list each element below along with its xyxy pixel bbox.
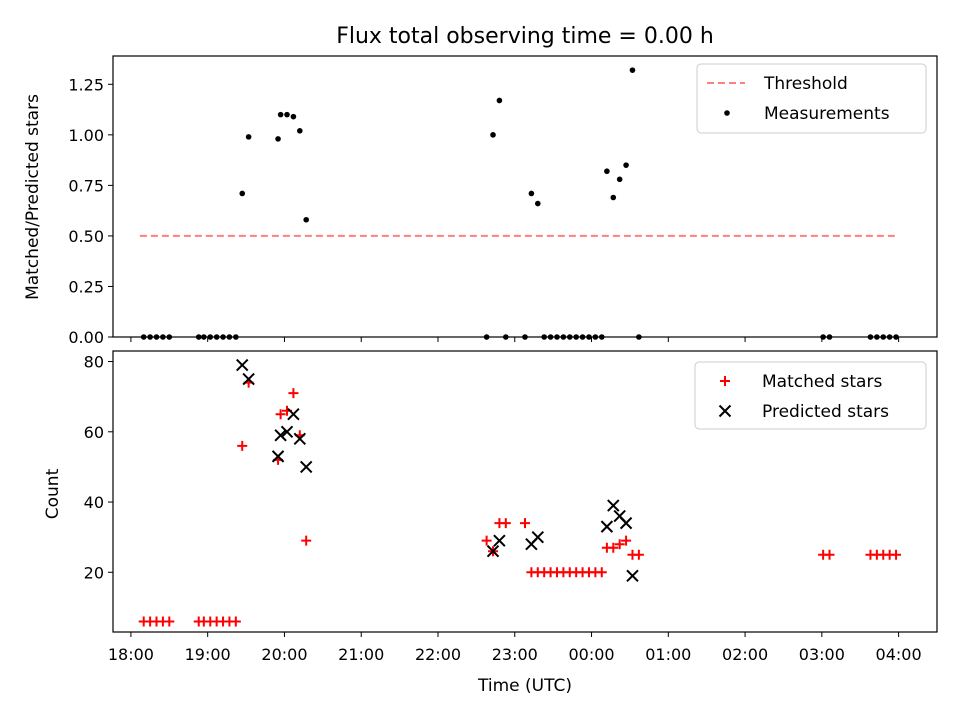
- top-chart-plot-area: 0.00 0.25 0.50 0.75 1.00 1.25 Threshold Measure…: [68, 55, 938, 347]
- measurement-point: [290, 113, 297, 120]
- bottom-chart-plot-area: 20 40 60 80 18:00 19:00 20:00 21:00 22:00 23:00 00…: [84, 350, 938, 664]
- matched-star-point: [230, 616, 241, 627]
- y-tick-label: 60: [84, 423, 104, 442]
- predicted-star-point: [293, 432, 307, 446]
- matched-star-point: [621, 535, 632, 546]
- measurement-point: [239, 190, 246, 197]
- x-tick-label: 04:00: [876, 645, 922, 664]
- measurement-point: [629, 67, 636, 73]
- predicted-star-point: [619, 516, 633, 530]
- legend-matched-handle: [720, 376, 730, 386]
- measurement-point: [623, 162, 629, 168]
- measurement-point: [496, 97, 503, 104]
- measurement-point: [610, 194, 617, 201]
- measurement-point: [528, 190, 535, 197]
- measurement-point: [284, 111, 290, 118]
- matched-star-point: [301, 535, 312, 546]
- matched-star-point: [608, 542, 619, 553]
- predicted-star-point: [607, 499, 620, 512]
- x-tick-label: 03:00: [799, 645, 845, 664]
- predicted-star-point: [274, 429, 287, 442]
- y-tick-label: 0.00: [68, 328, 104, 347]
- predicted-star-point: [287, 408, 300, 421]
- predicted-star-point: [242, 372, 255, 386]
- matched-star-point: [520, 518, 530, 529]
- y-tick-label: 40: [84, 493, 104, 512]
- x-tick-label: 01:00: [645, 645, 691, 664]
- y-tick-label: 0.25: [68, 277, 104, 296]
- measurement-point: [275, 136, 281, 142]
- predicted-star-point: [236, 358, 249, 372]
- x-tick-label: 19:00: [185, 645, 231, 664]
- y-tick-label: 1.25: [68, 75, 104, 94]
- measurement-point: [616, 176, 623, 183]
- top-chart-ylabel: Matched/Predicted stars: [23, 94, 43, 300]
- axes-frame: [112, 55, 938, 338]
- predicted-star-point: [271, 450, 285, 463]
- measurement-point: [277, 111, 284, 118]
- measurement-point: [534, 200, 541, 207]
- matched-star-point: [614, 539, 625, 550]
- matched-star-point: [596, 567, 607, 578]
- x-tick-label: 00:00: [568, 645, 614, 664]
- legend-label: Predicted stars: [762, 402, 889, 422]
- axes-frame: [112, 350, 938, 633]
- legend-box: [694, 361, 927, 430]
- x-tick-label: 18:00: [108, 645, 154, 664]
- legend-label: Matched stars: [762, 372, 882, 392]
- legend-measurement-handle: [724, 110, 730, 116]
- measurement-point: [245, 134, 252, 140]
- matched-star-point: [288, 388, 299, 399]
- x-tick-label: 21:00: [338, 645, 384, 664]
- predicted-star-point: [626, 569, 639, 583]
- legend-label: Threshold: [763, 74, 848, 94]
- matched-star-point: [481, 535, 492, 546]
- legend-box: [696, 63, 927, 134]
- predicted-star-point: [600, 520, 614, 533]
- y-tick-label: 0.75: [68, 176, 104, 195]
- matched-star-point: [164, 616, 175, 627]
- legend-label: Measurements: [764, 104, 890, 124]
- top-chart-title: Flux total observing time = 0.00 h: [336, 24, 714, 49]
- predicted-star-point: [280, 425, 294, 438]
- measurement-point: [604, 168, 610, 175]
- measurement-point: [297, 127, 303, 134]
- y-tick-label: 80: [84, 353, 104, 372]
- measurement-point: [490, 132, 496, 138]
- matched-star-point: [237, 440, 248, 451]
- predicted-star-point: [493, 534, 506, 547]
- predicted-star-point: [486, 545, 500, 558]
- matched-star-point: [500, 518, 511, 529]
- matched-star-point: [824, 549, 835, 560]
- matched-star-point: [275, 409, 286, 420]
- predicted-star-point: [531, 530, 545, 544]
- x-tick-label: 23:00: [492, 645, 538, 664]
- bottom-chart-ylabel: Count: [43, 468, 63, 519]
- x-tick-label: 20:00: [261, 645, 307, 664]
- legend-predicted-handle: [718, 404, 732, 418]
- y-tick-label: 20: [84, 563, 104, 582]
- measurement-point: [303, 216, 310, 223]
- x-tick-label: 22:00: [415, 645, 461, 664]
- matched-star-point: [633, 549, 644, 560]
- predicted-star-point: [299, 460, 313, 474]
- y-tick-label: 0.50: [68, 227, 104, 246]
- x-tick-label: 02:00: [722, 645, 768, 664]
- bottom-chart-xlabel: Time (UTC): [477, 676, 572, 696]
- y-tick-label: 1.00: [68, 126, 104, 145]
- matched-star-point: [891, 549, 902, 560]
